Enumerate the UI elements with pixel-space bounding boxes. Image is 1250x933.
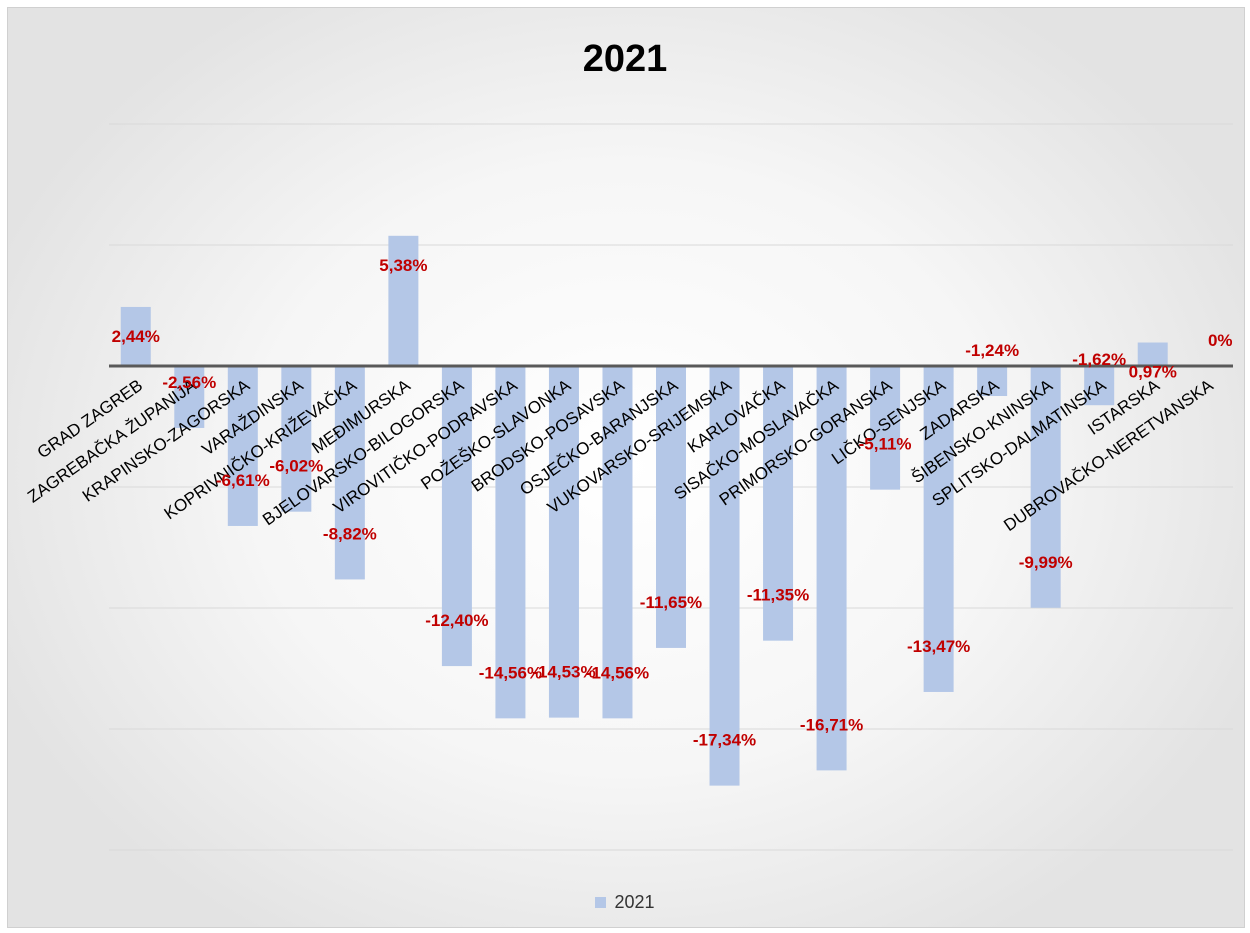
data-label: -13,47% (907, 637, 970, 656)
data-label: -9,99% (1019, 553, 1073, 572)
data-label: 2,44% (112, 327, 160, 346)
data-label: -8,82% (323, 524, 377, 543)
data-labels: 2,44% -2,56% -6,61%-6,02% -8,82% 5,38% -12,40… (112, 256, 1233, 750)
data-label: 0% (1208, 331, 1233, 350)
data-label: 0,97% (1129, 363, 1177, 382)
bar (495, 366, 526, 719)
data-label: -16,71% (800, 715, 863, 734)
bar (388, 235, 419, 366)
data-label: -1,24% (965, 341, 1019, 360)
legend-label: 2021 (614, 892, 655, 912)
bar (977, 366, 1008, 397)
bar (174, 366, 205, 428)
bar (656, 366, 686, 648)
data-label: -1,62% (1072, 350, 1126, 369)
bar (227, 366, 258, 526)
bar (1030, 366, 1061, 608)
legend-swatch (595, 897, 607, 908)
bars (120, 235, 1168, 786)
bar (816, 366, 847, 771)
data-label: -17,34% (693, 731, 756, 750)
data-label: -2,56% (162, 373, 216, 392)
data-label: -11,35% (747, 586, 809, 605)
data-label: -5,11% (859, 435, 912, 454)
bar (923, 366, 954, 692)
data-label: -14,56% (479, 663, 542, 682)
bar (441, 366, 472, 667)
bar (281, 366, 312, 512)
bar (548, 366, 579, 718)
bar (870, 366, 901, 490)
bar (120, 306, 151, 366)
bar (763, 366, 794, 641)
data-label: -6,02% (269, 457, 323, 476)
bar (1084, 366, 1115, 406)
data-label: -14,56% (586, 663, 649, 682)
data-label: 5,38% (379, 256, 427, 275)
data-label: -14,53% (532, 663, 595, 682)
bar (1137, 342, 1168, 366)
data-label: -11,65% (640, 593, 702, 612)
data-label: -6,61% (216, 471, 270, 490)
chart-title: 2021 (582, 38, 668, 80)
bar (709, 366, 740, 786)
bar (602, 366, 633, 719)
data-label: -12,40% (425, 611, 488, 630)
bar (334, 366, 365, 580)
legend: 2021 (0, 892, 1250, 913)
